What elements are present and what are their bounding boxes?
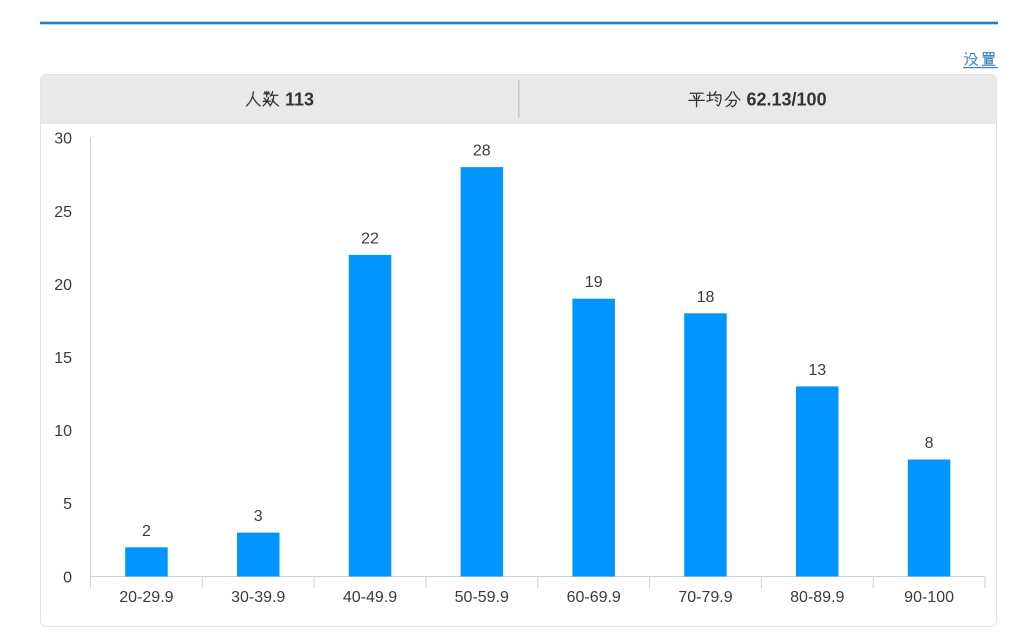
svg-text:22: 22 [361,230,379,247]
svg-text:60-69.9: 60-69.9 [567,589,621,606]
svg-text:19: 19 [585,274,603,291]
svg-text:28: 28 [473,143,491,160]
svg-text:70-79.9: 70-79.9 [678,589,732,606]
svg-text:10: 10 [54,423,72,440]
svg-text:80-89.9: 80-89.9 [790,589,844,606]
svg-text:113: 113 [285,90,314,110]
svg-text:25: 25 [54,204,72,221]
svg-text:5: 5 [63,496,72,513]
svg-text:13: 13 [808,362,826,379]
svg-text:50-59.9: 50-59.9 [455,589,509,606]
svg-text:20: 20 [54,277,72,294]
svg-text:40-49.9: 40-49.9 [343,589,397,606]
svg-text:0: 0 [63,569,72,586]
svg-text:8: 8 [925,435,934,452]
svg-text:90-100: 90-100 [904,589,954,606]
svg-text:62.13/100: 62.13/100 [747,90,827,110]
svg-text:20-29.9: 20-29.9 [119,589,173,606]
svg-text:30-39.9: 30-39.9 [231,589,285,606]
svg-text:15: 15 [54,350,72,367]
svg-text:2: 2 [142,523,151,540]
svg-text:30: 30 [54,131,72,148]
svg-text:3: 3 [254,508,263,525]
svg-text:18: 18 [697,289,715,306]
